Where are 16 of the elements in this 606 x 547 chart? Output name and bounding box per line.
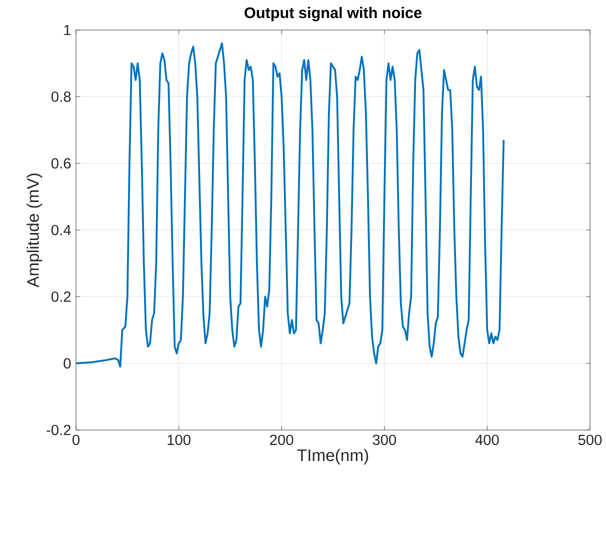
x-tick-label: 400 xyxy=(475,434,499,445)
y-tick-label: 0.6 xyxy=(51,158,71,168)
x-axis-title: TIme(nm) xyxy=(297,448,368,464)
y-tick-label: -0.2 xyxy=(46,424,71,436)
x-tick-label: 0 xyxy=(72,434,80,445)
chart-title: Output signal with noice xyxy=(244,6,422,22)
x-tick-label: 200 xyxy=(270,434,294,445)
y-tick-label: 1 xyxy=(64,24,71,35)
y-axis-title: Amplitude (mV) xyxy=(26,173,42,288)
y-tick-label: 0.2 xyxy=(51,291,71,302)
x-tick-label: 500 xyxy=(578,434,602,445)
y-tick-label: 0.4 xyxy=(51,224,71,236)
x-tick-label: 100 xyxy=(168,434,190,445)
y-tick-label: 0 xyxy=(64,358,71,368)
x-tick-label: 300 xyxy=(372,434,396,445)
y-tick-label: 0.8 xyxy=(51,91,71,102)
